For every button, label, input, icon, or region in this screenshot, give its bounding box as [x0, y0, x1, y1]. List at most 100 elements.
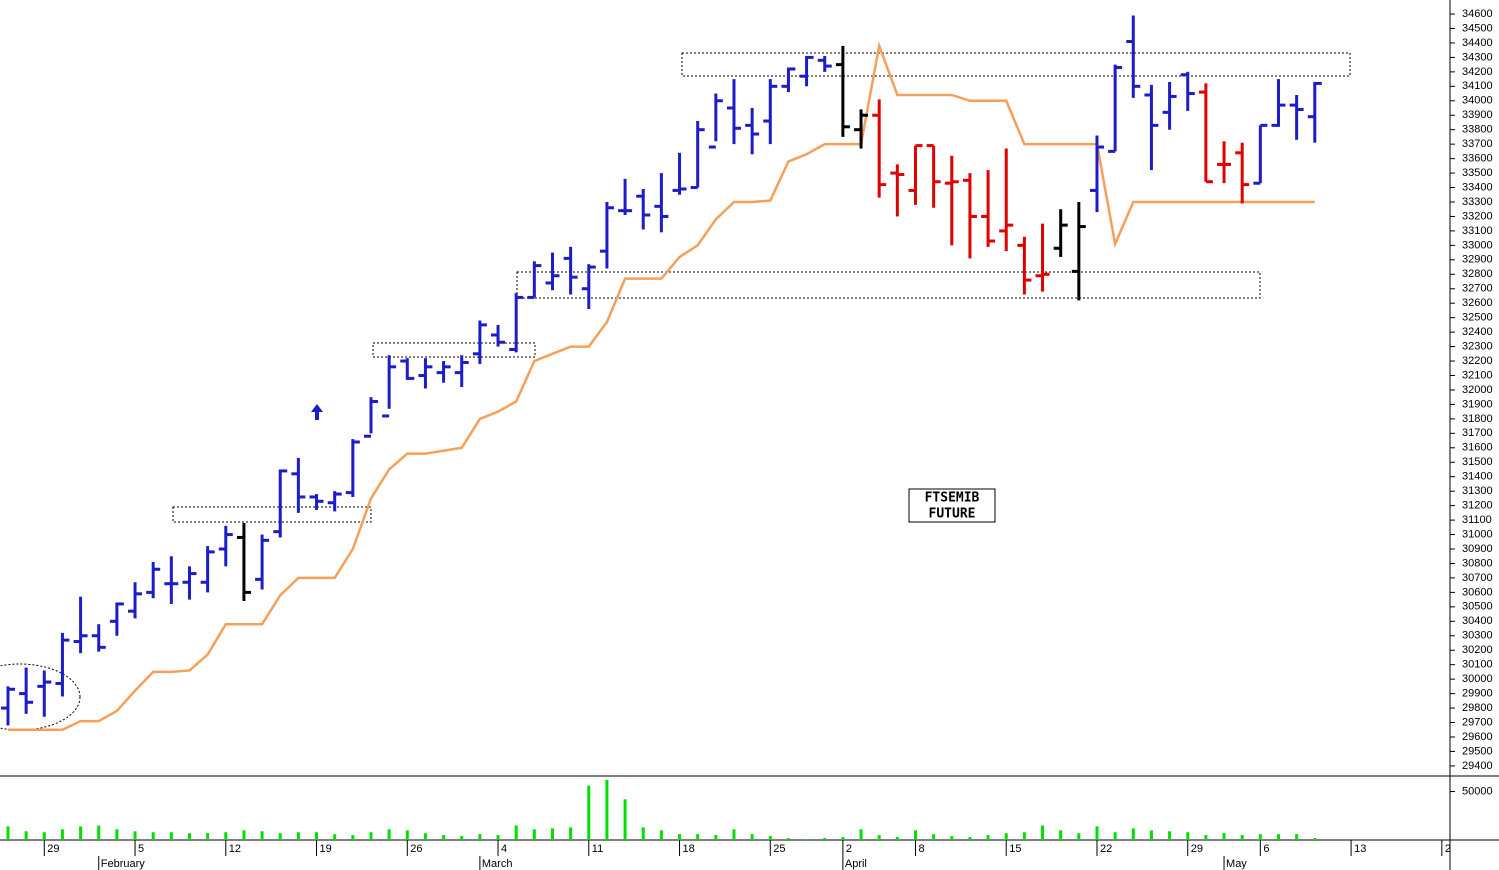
volume-bar [206, 833, 210, 840]
stop-line [7, 41, 1315, 731]
y-tick-label: 33700 [1462, 138, 1493, 150]
y-tick-label: 31800 [1462, 413, 1493, 425]
volume-bar [859, 829, 863, 840]
volume-bar [895, 837, 899, 840]
volume-bar [623, 799, 627, 840]
y-tick-label: 32800 [1462, 268, 1493, 280]
month-label: April [845, 858, 867, 870]
volume-bar [550, 828, 554, 840]
volume-bar [1113, 832, 1117, 840]
volume-bar [750, 834, 754, 840]
y-tick-label: 32400 [1462, 326, 1493, 338]
y-tick-label: 31700 [1462, 427, 1493, 439]
volume-bar [151, 832, 155, 840]
volume-bar [968, 837, 972, 840]
volume-bar [913, 830, 917, 840]
volume-bar [79, 826, 83, 840]
y-tick-label: 31900 [1462, 398, 1493, 410]
y-tick-label: 34400 [1462, 37, 1493, 49]
volume-bar [1131, 828, 1135, 840]
y-tick-label: 32600 [1462, 297, 1493, 309]
volume-bar [1095, 826, 1099, 840]
volume-bar [260, 831, 264, 840]
arrow [311, 404, 323, 420]
volume-bar [678, 834, 682, 840]
y-tick-label: 31300 [1462, 485, 1493, 497]
x-tick-label: 12 [229, 843, 241, 855]
y-tick-label: 31400 [1462, 471, 1493, 483]
volume-bar [1258, 834, 1262, 840]
y-tick-label: 32200 [1462, 355, 1493, 367]
month-label: March [482, 858, 513, 870]
y-tick-label: 32900 [1462, 254, 1493, 266]
x-tick-label: 29 [47, 843, 59, 855]
volume-bar [641, 827, 645, 840]
volume-bar [242, 830, 246, 840]
volume-bar [369, 832, 373, 840]
volume-bar [1168, 831, 1172, 840]
volume-bar [1240, 835, 1244, 840]
volume-bar [786, 838, 790, 840]
y-tick-label: 29500 [1462, 745, 1493, 757]
volume-bar [823, 838, 827, 840]
y-tick-label: 32700 [1462, 283, 1493, 295]
y-tick-label: 30600 [1462, 586, 1493, 598]
x-tick-label: 5 [138, 843, 144, 855]
volume-bar [442, 835, 446, 840]
y-tick-label: 30100 [1462, 659, 1493, 671]
volume-bar [532, 829, 536, 840]
volume-bar [423, 833, 427, 840]
y-tick-label: 33100 [1462, 225, 1493, 237]
x-tick-label: 11 [592, 843, 603, 855]
x-tick-label: 19 [320, 843, 332, 855]
volume-bar [659, 830, 663, 840]
y-tick-label: 29800 [1462, 702, 1493, 714]
y-tick-label: 50000 [1462, 785, 1493, 797]
zone [516, 271, 1261, 299]
volume-bar [1077, 833, 1081, 840]
volume-bar [950, 836, 954, 840]
y-tick-label: 34100 [1462, 80, 1493, 92]
volume-bar [1313, 838, 1317, 840]
y-tick-label: 30300 [1462, 630, 1493, 642]
y-tick-label: 32000 [1462, 384, 1493, 396]
volume-bar [696, 834, 700, 840]
y-tick-label: 29900 [1462, 688, 1493, 700]
y-tick-label: 31600 [1462, 442, 1493, 454]
volume-bar [1276, 834, 1280, 840]
volume-bar [278, 833, 282, 840]
volume-bar [605, 779, 609, 840]
volume-bar [387, 829, 391, 840]
y-tick-label: 33300 [1462, 196, 1493, 208]
y-tick-label: 33400 [1462, 181, 1493, 193]
volume-bar [333, 834, 337, 840]
volume-bar [514, 825, 518, 840]
y-tick-label: 30000 [1462, 673, 1493, 685]
volume-bar [60, 829, 64, 840]
volume-bar [1059, 830, 1063, 840]
y-tick-label: 34200 [1462, 66, 1493, 78]
x-tick-label: 26 [410, 843, 422, 855]
volume-bar [768, 836, 772, 840]
volume-bar [405, 830, 409, 840]
volume-bar [496, 835, 500, 840]
y-tick-label: 29400 [1462, 760, 1493, 772]
volume-bar [1149, 830, 1153, 840]
volume-bar [569, 827, 573, 840]
volume-bar [714, 835, 718, 840]
volume-bar [224, 832, 228, 840]
annotations [0, 52, 1351, 731]
month-label: May [1226, 858, 1247, 870]
x-tick-label: 15 [1009, 843, 1021, 855]
month-label: February [101, 858, 146, 870]
volume-bar [732, 829, 736, 840]
volume-bar [115, 829, 119, 840]
volume-bar [133, 831, 137, 840]
volume-bar [97, 825, 101, 840]
y-tick-label: 34600 [1462, 8, 1493, 20]
y-tick-label: 32500 [1462, 312, 1493, 324]
volume-bar [986, 835, 990, 840]
volume-bar [42, 832, 46, 840]
volume-bar [841, 837, 845, 840]
volume-bar [1204, 835, 1208, 840]
